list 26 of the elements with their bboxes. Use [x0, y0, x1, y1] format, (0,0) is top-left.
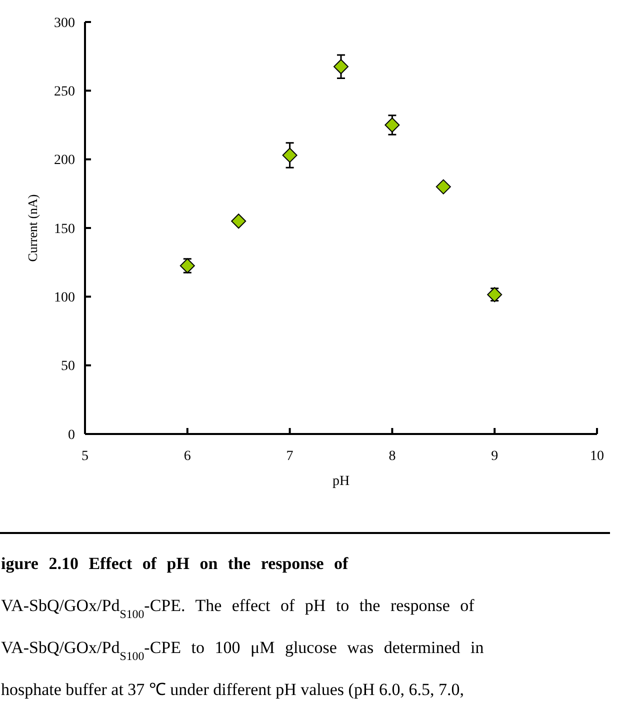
point	[487, 287, 502, 302]
point	[384, 118, 400, 132]
x-tick-label: 8	[388, 449, 396, 464]
point	[180, 258, 195, 274]
y-tick-label: 50	[61, 359, 75, 374]
point	[282, 148, 298, 163]
point	[436, 179, 451, 194]
y-axis-title: Current (nA)	[25, 194, 40, 262]
x-tick-label: 5	[82, 449, 88, 464]
text: hosphate buffer at 37 ℃ under different pH values (pH 6.0, 6.5, 7.0,	[1, 680, 464, 699]
y-tick-label: 100	[54, 290, 75, 306]
point	[231, 214, 246, 229]
text: igure 2.10 Effect of pH on the response of	[1, 554, 349, 573]
text: VA-SbQ/GOx/Pd$_{S100}$-CPE. The effect of pH to the response of	[1, 596, 475, 621]
y-tick-label: 300	[54, 16, 75, 31]
y-tick-label: 250	[54, 84, 75, 100]
x-tick-label: 6	[184, 449, 191, 464]
point	[334, 59, 348, 74]
y-tick-label: 0	[68, 428, 75, 443]
y-tick-label: 200	[54, 153, 75, 168]
y-tick-label: 150	[54, 222, 75, 237]
x-tick-label: 10	[590, 449, 604, 464]
text: VA-SbQ/GOx/Pd$_{S100}$-CPE to 100 μM glucose was determined in	[1, 638, 484, 663]
x-tick-label: 9	[491, 449, 498, 464]
x-tick-label: 7	[286, 449, 294, 464]
x-axis-title: pH	[332, 474, 350, 489]
